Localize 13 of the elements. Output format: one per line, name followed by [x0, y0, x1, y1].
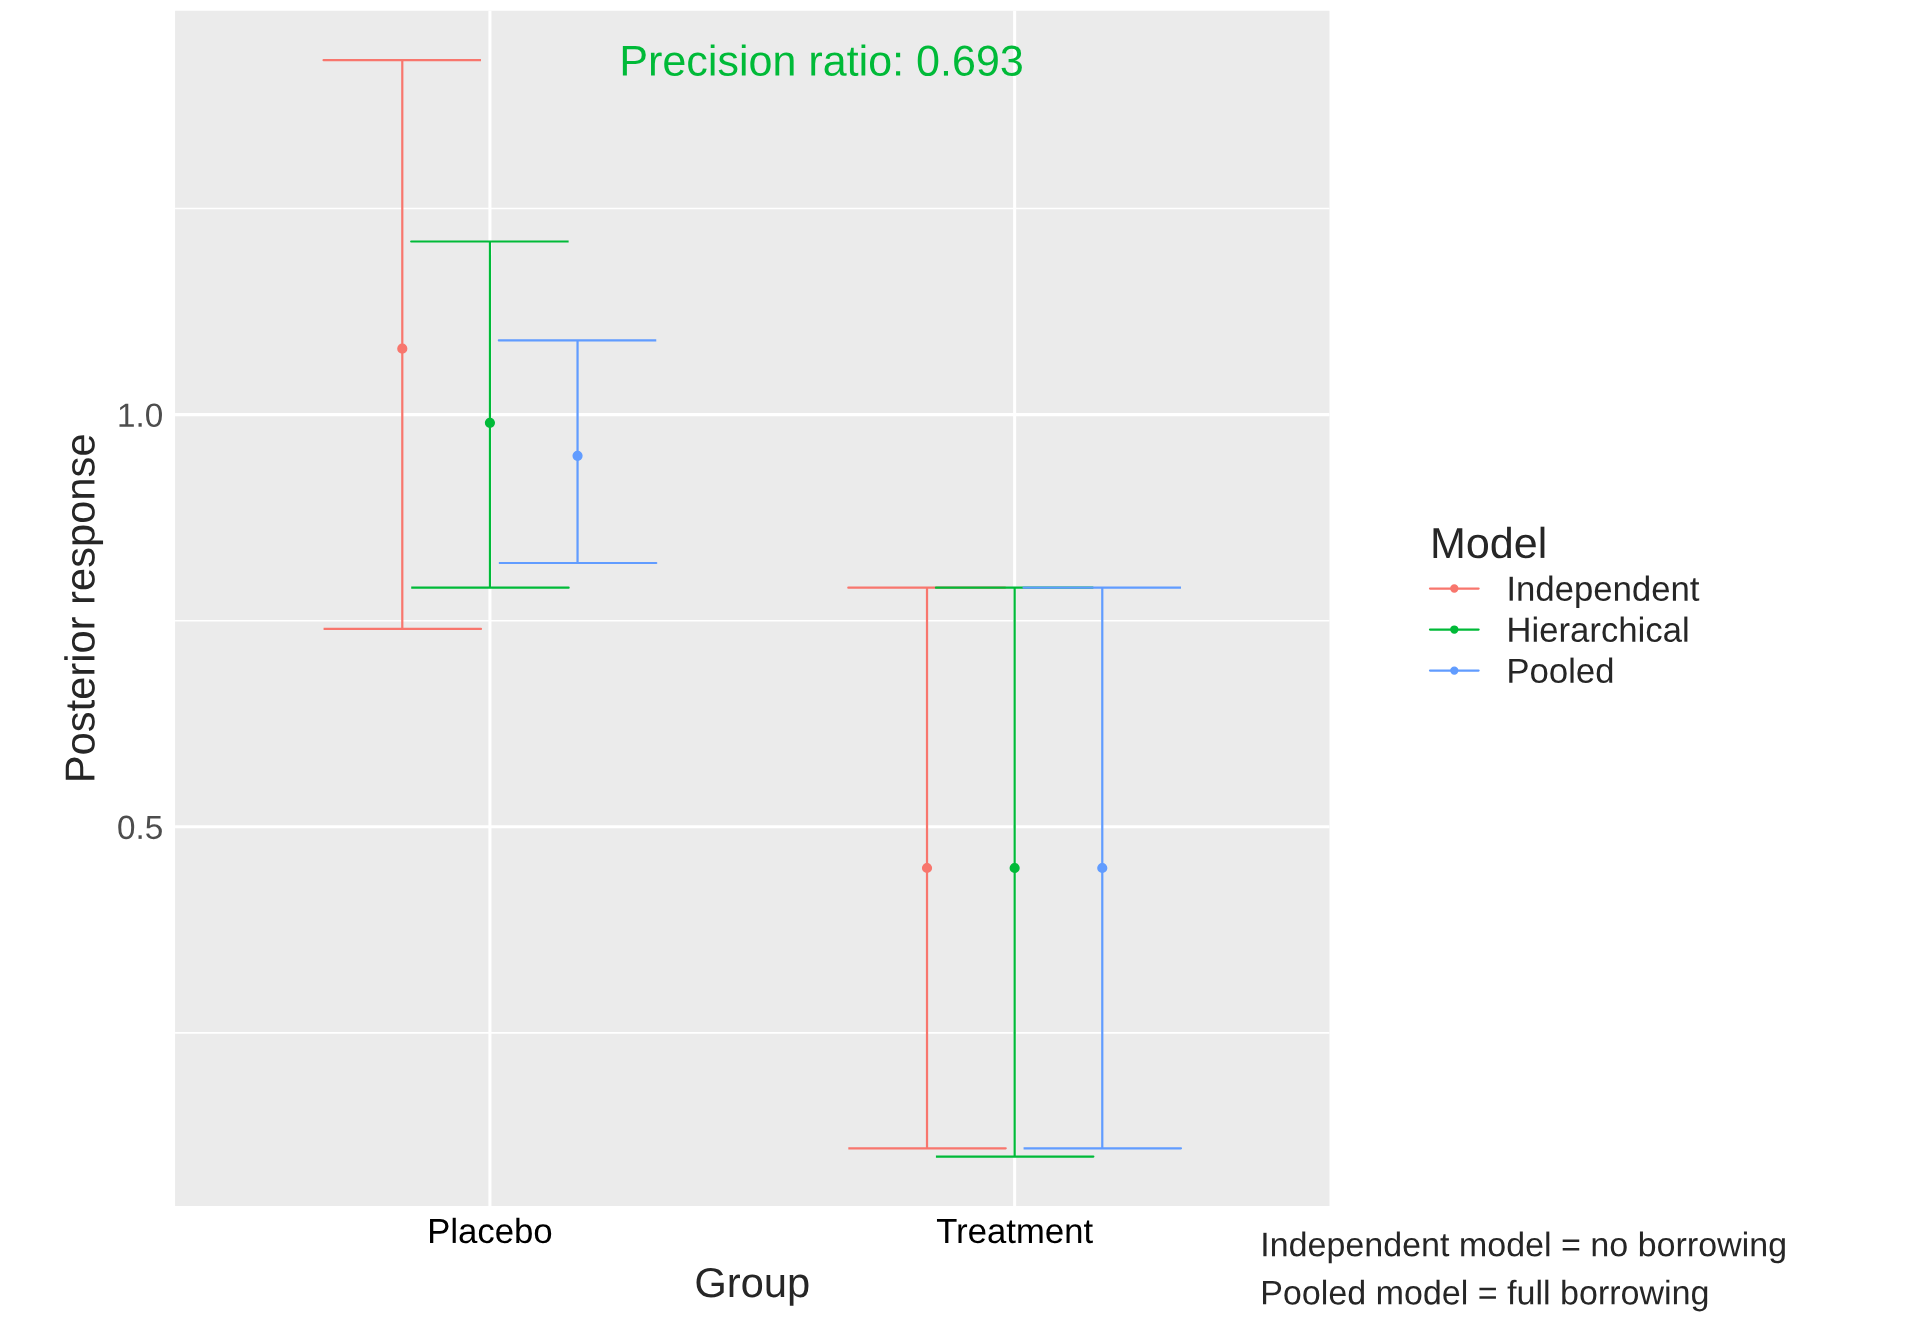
text: Independent model = no borrowing: [1263, 1231, 1785, 1264]
y-tick-label: 0.5: [118, 815, 162, 840]
x-axis-title: Group: [696, 1267, 809, 1306]
legend-label: Independent: [1509, 575, 1700, 608]
text: Pooled model = full borrowing: [1263, 1279, 1708, 1312]
legend-title: Model: [1433, 526, 1545, 559]
x-tick-label: Placebo: [430, 1217, 552, 1244]
x-tick-label: Treatment: [936, 1219, 1093, 1244]
y-tick-label: 1.0: [119, 403, 162, 428]
legend-label: Hierarchical: [1509, 616, 1688, 643]
annotation: Precision ratio: 0.693: [622, 44, 1022, 77]
legend-label: Pooled: [1509, 657, 1613, 684]
y-axis-title: Posterior response: [64, 435, 104, 780]
